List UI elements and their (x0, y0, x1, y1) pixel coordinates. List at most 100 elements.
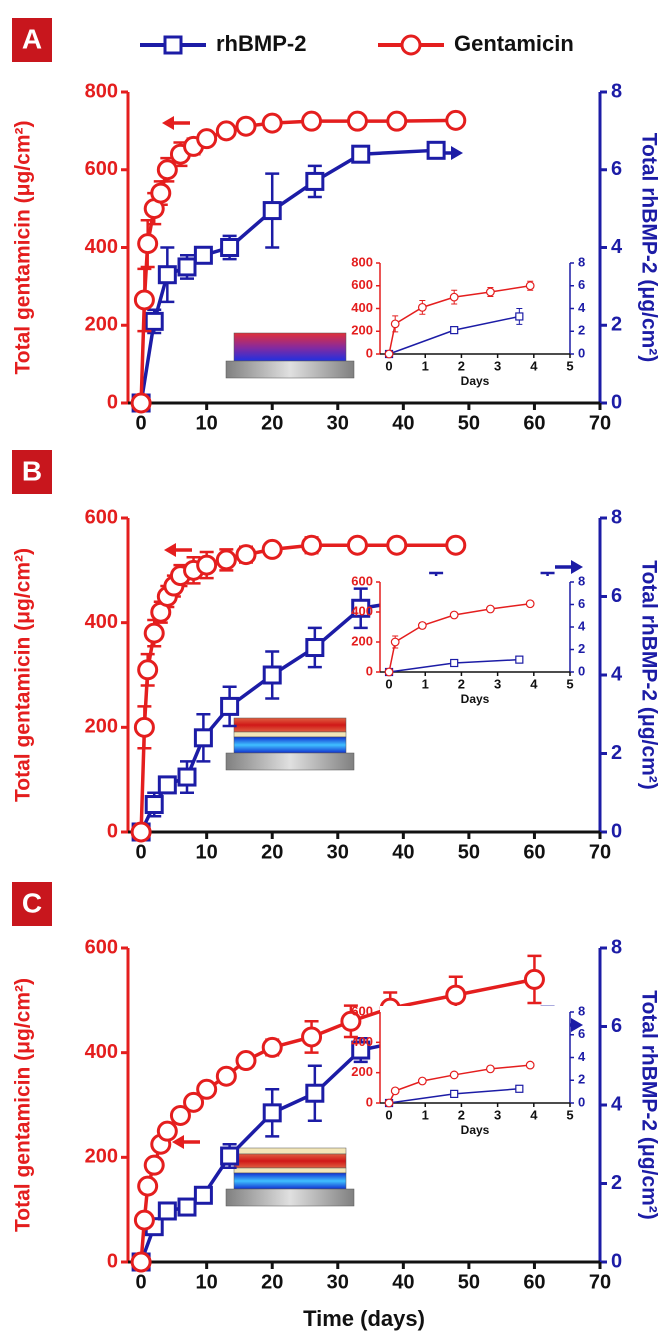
release-arrow-head (451, 146, 463, 160)
data-point (346, 534, 368, 556)
coating-layer (233, 1147, 347, 1155)
y2-tick-label: 2 (578, 641, 585, 656)
y2-tick-label: 4 (578, 300, 586, 315)
x-tick-label: 1 (422, 358, 429, 373)
data-point (305, 171, 325, 191)
data-point (235, 115, 257, 137)
data-point (525, 599, 535, 609)
data-point (485, 287, 495, 297)
y-axis-label: Total gentamicin (μg/cm²) (12, 548, 35, 802)
coating-layer (233, 1172, 347, 1190)
x-tick-label: 70 (589, 1271, 611, 1293)
data-point (262, 665, 282, 685)
data-point (386, 110, 408, 132)
legend-marker (163, 35, 183, 55)
x-tick-label: 20 (261, 841, 283, 863)
y-tick-label: 600 (85, 936, 118, 958)
release-arrow-head (172, 1135, 184, 1149)
y-tick-label: 200 (351, 323, 373, 338)
y-tick-label: 0 (366, 663, 373, 678)
y-tick-label: 200 (351, 633, 373, 648)
release-arrow-head (571, 1018, 583, 1032)
y-tick-label: 600 (85, 158, 118, 180)
data-point (169, 1104, 191, 1126)
data-point (235, 544, 257, 566)
panel-label: A (22, 23, 42, 54)
data-point (445, 534, 467, 556)
y2-tick-label: 0 (578, 1094, 585, 1109)
x-tick-label: 5 (566, 358, 573, 373)
x-tick-label: 20 (261, 1271, 283, 1293)
x-tick-label: 4 (530, 676, 538, 691)
data-point (340, 1010, 362, 1032)
x-tick-label: 5 (566, 676, 573, 691)
data-point (262, 1103, 282, 1123)
data-point (137, 233, 159, 255)
y2-tick-label: 8 (578, 1003, 585, 1018)
data-point (130, 1251, 152, 1273)
y2-tick-label: 0 (578, 345, 585, 360)
y2-tick-label: 6 (578, 596, 585, 611)
y-axis-label: Total gentamicin (μg/cm²) (12, 121, 35, 375)
y-tick-label: 400 (351, 300, 373, 315)
y2-tick-label: 2 (611, 742, 622, 764)
data-point (156, 159, 178, 181)
legend-marker (400, 34, 422, 56)
data-point (183, 1091, 205, 1113)
data-point (449, 1070, 459, 1080)
x-tick-label: 1 (422, 1107, 429, 1122)
x-tick-label: 60 (523, 412, 545, 434)
data-point (301, 110, 323, 132)
x-tick-label: 10 (196, 1271, 218, 1293)
data-point (485, 1064, 495, 1074)
y-tick-label: 400 (351, 603, 373, 618)
data-point (220, 696, 240, 716)
data-point (426, 140, 446, 160)
x-tick-label: 40 (392, 412, 414, 434)
y2-axis-label: Total rhBMP-2 (μg/cm²) (637, 133, 660, 362)
data-point (346, 110, 368, 132)
y2-tick-label: 6 (578, 277, 585, 292)
data-point (215, 549, 237, 571)
data-point (351, 144, 371, 164)
y2-tick-label: 0 (611, 1250, 622, 1272)
data-point (384, 1098, 394, 1108)
x-tick-label: 0 (136, 1271, 147, 1293)
data-point (130, 392, 152, 414)
x-tick-label: 3 (494, 358, 501, 373)
data-point (525, 281, 535, 291)
y2-tick-label: 0 (578, 663, 585, 678)
y2-tick-label: 2 (578, 323, 585, 338)
y2-tick-label: 6 (611, 158, 622, 180)
release-arrow-head (164, 543, 176, 557)
y-tick-label: 200 (351, 1064, 373, 1079)
x-tick-label: 2 (458, 676, 465, 691)
y-tick-label: 400 (85, 1041, 118, 1063)
y-tick-label: 200 (85, 716, 118, 738)
data-point (525, 1060, 535, 1070)
x-tick-label: 0 (385, 358, 392, 373)
y-axis-label: Total gentamicin (μg/cm²) (12, 978, 35, 1232)
x-tick-label: 50 (458, 1271, 480, 1293)
data-point (301, 534, 323, 556)
y-tick-label: 400 (85, 611, 118, 633)
substrate (225, 360, 355, 379)
x-tick-label: 60 (523, 1271, 545, 1293)
y2-tick-label: 8 (611, 506, 622, 528)
y2-tick-label: 8 (578, 254, 585, 269)
x-tick-label: 70 (589, 841, 611, 863)
data-point (133, 1209, 155, 1231)
coating-layer (233, 1153, 347, 1169)
coating-layer (233, 717, 347, 733)
y-tick-label: 0 (366, 1094, 373, 1109)
y-tick-label: 0 (107, 1250, 118, 1272)
data-point (384, 349, 394, 359)
data-point (137, 1175, 159, 1197)
x-tick-label: 3 (494, 1107, 501, 1122)
y2-axis-label: Total rhBMP-2 (μg/cm²) (637, 990, 660, 1219)
y-tick-label: 800 (351, 254, 373, 269)
y2-tick-label: 4 (578, 1049, 586, 1064)
data-point (515, 312, 524, 321)
series-line (139, 148, 437, 404)
data-point (390, 319, 400, 329)
